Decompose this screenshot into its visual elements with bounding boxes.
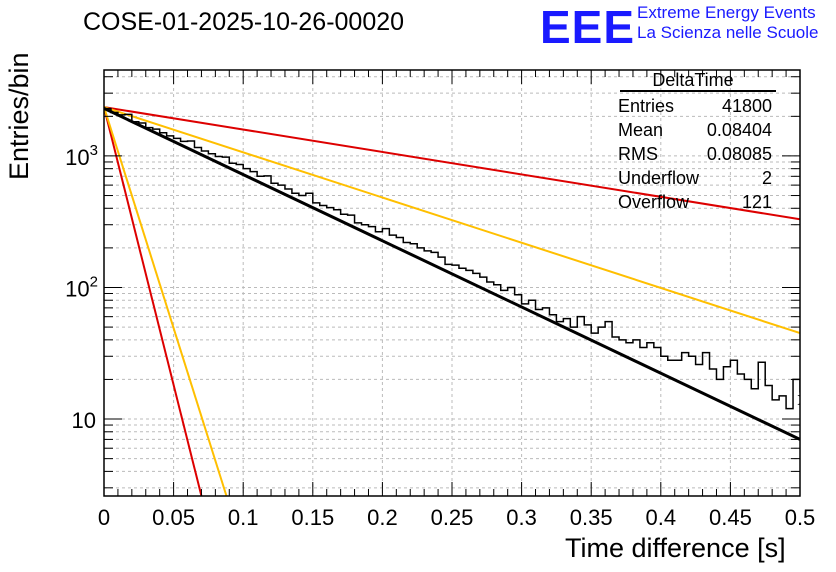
stats-value: 0.08085 <box>706 144 772 164</box>
x-tick-label: 0.45 <box>709 505 752 530</box>
x-tick-label: 0.3 <box>506 505 537 530</box>
stats-label: Underflow <box>618 168 700 188</box>
stats-label: Entries <box>618 96 675 116</box>
plot-frame <box>103 69 801 497</box>
stats-row-underflow: Underflow 2 <box>612 166 780 190</box>
histogram-steps <box>104 107 800 449</box>
x-tick-label: 0.5 <box>785 505 816 530</box>
x-tick-labels: 0 0.05 0.1 0.15 0.2 0.25 0.3 0.35 0.4 0.45 0.5 <box>98 505 815 530</box>
axis-ticks <box>103 70 801 496</box>
stats-value: 121 <box>741 192 772 212</box>
curve-yellow-slow <box>104 106 800 335</box>
histogram <box>104 107 800 449</box>
x-tick-label: 0.4 <box>646 505 677 530</box>
y-tick-label: 102 <box>65 273 98 301</box>
logo-caption-1: Extreme Energy Events <box>637 3 816 22</box>
logo-caption-2: La Scienza nelle Scuole <box>637 23 819 42</box>
eee-logo: EEE <box>540 1 636 53</box>
stats-value: 2 <box>761 168 772 188</box>
y-tick-label: 10 <box>72 408 96 433</box>
fit-line <box>104 106 800 441</box>
stats-title: DeltaTime <box>620 70 776 92</box>
x-tick-label: 0.25 <box>431 505 474 530</box>
x-tick-label: 0.35 <box>570 505 613 530</box>
curve-red-slow <box>104 106 800 221</box>
stats-label: RMS <box>618 144 658 164</box>
x-tick-label: 0.15 <box>291 505 334 530</box>
reference-curves <box>104 106 800 496</box>
stats-label: Mean <box>618 120 664 140</box>
x-tick-label: 0 <box>98 505 110 530</box>
stats-row-rms: RMS 0.08085 <box>612 142 780 166</box>
stats-value: 0.08404 <box>706 120 772 140</box>
x-tick-label: 0.1 <box>228 505 259 530</box>
chart-title: COSE-01-2025-10-26-00020 <box>83 8 405 36</box>
y-axis-label: Entries/bin <box>4 52 34 180</box>
y-tick-labels: 10 102 103 <box>65 142 98 433</box>
stats-row-overflow: Overflow 121 <box>612 190 780 214</box>
curve-yellow-fast <box>104 106 228 496</box>
y-tick-label: 103 <box>65 142 98 170</box>
grid-lines <box>103 70 801 496</box>
x-tick-label: 0.05 <box>152 505 195 530</box>
stats-box: DeltaTime Entries 41800 Mean 0.08404 RMS… <box>612 70 780 214</box>
stats-value: 41800 <box>721 96 772 116</box>
curve-red-fast <box>104 106 203 496</box>
stats-row-mean: Mean 0.08404 <box>612 118 780 142</box>
fit-line-path <box>104 106 800 441</box>
x-axis-label: Time difference [s] <box>565 533 786 563</box>
stats-row-entries: Entries 41800 <box>612 94 780 118</box>
stats-label: Overflow <box>618 192 690 212</box>
x-tick-label: 0.2 <box>367 505 398 530</box>
